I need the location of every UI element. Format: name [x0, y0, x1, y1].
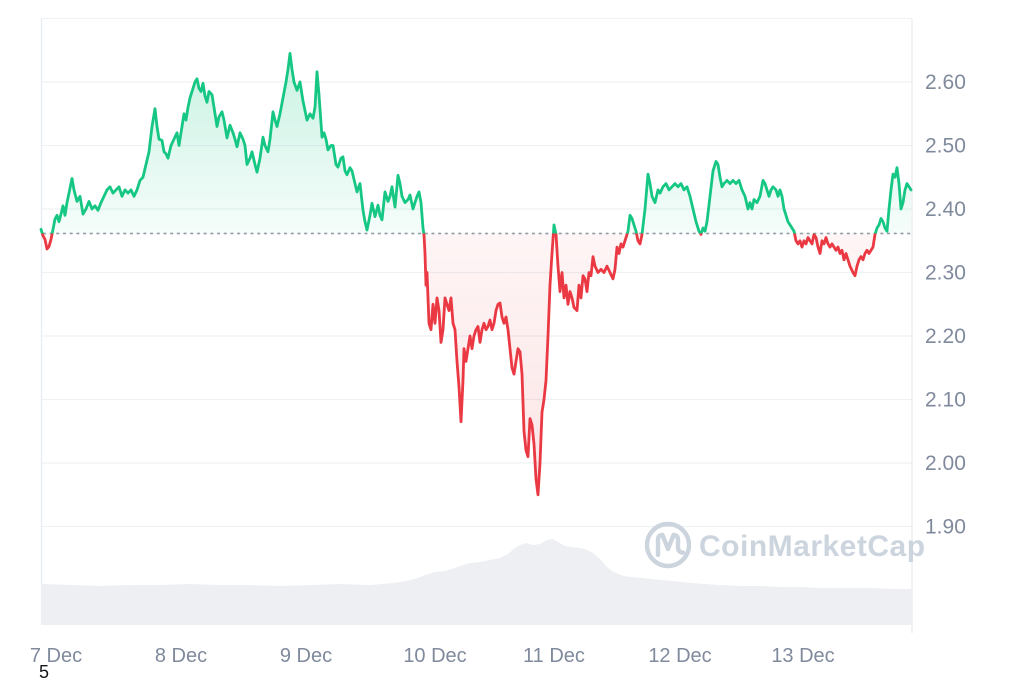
stray-digit: 5 [39, 662, 49, 682]
y-axis-label: 2.40 [925, 198, 966, 221]
x-axis-label: 10 Dec [403, 645, 466, 667]
coinmarketcap-logo: CoinMarketCap [644, 521, 926, 569]
y-axis-label: 2.50 [925, 135, 966, 158]
x-axis-label: 13 Dec [771, 645, 834, 667]
y-axis-label: 1.90 [925, 516, 966, 539]
area-fill-above-baseline [41, 53, 911, 234]
y-axis-label: 2.10 [925, 389, 966, 412]
x-axis-label: 11 Dec [523, 645, 585, 667]
coinmarketcap-logo-circle [644, 521, 692, 569]
y-axis-label: 2.60 [925, 71, 966, 94]
x-axis-label: 9 Dec [280, 645, 332, 667]
y-axis-label: 2.00 [925, 452, 966, 475]
price-line-up [39, 52, 913, 234]
x-axis-label: 7 Dec [30, 645, 82, 667]
x-axis-label: 12 Dec [648, 645, 711, 667]
y-axis-label: 2.30 [925, 262, 966, 285]
x-axis-label: 8 Dec [155, 645, 207, 667]
coinmarketcap-logo-text: CoinMarketCap [699, 530, 926, 563]
price-line-down [40, 233, 877, 497]
volume-area [41, 539, 912, 625]
coinmarketcap-m-icon [655, 532, 686, 558]
area-fill-below-baseline [42, 233, 876, 495]
y-axis-label: 2.20 [925, 325, 966, 348]
